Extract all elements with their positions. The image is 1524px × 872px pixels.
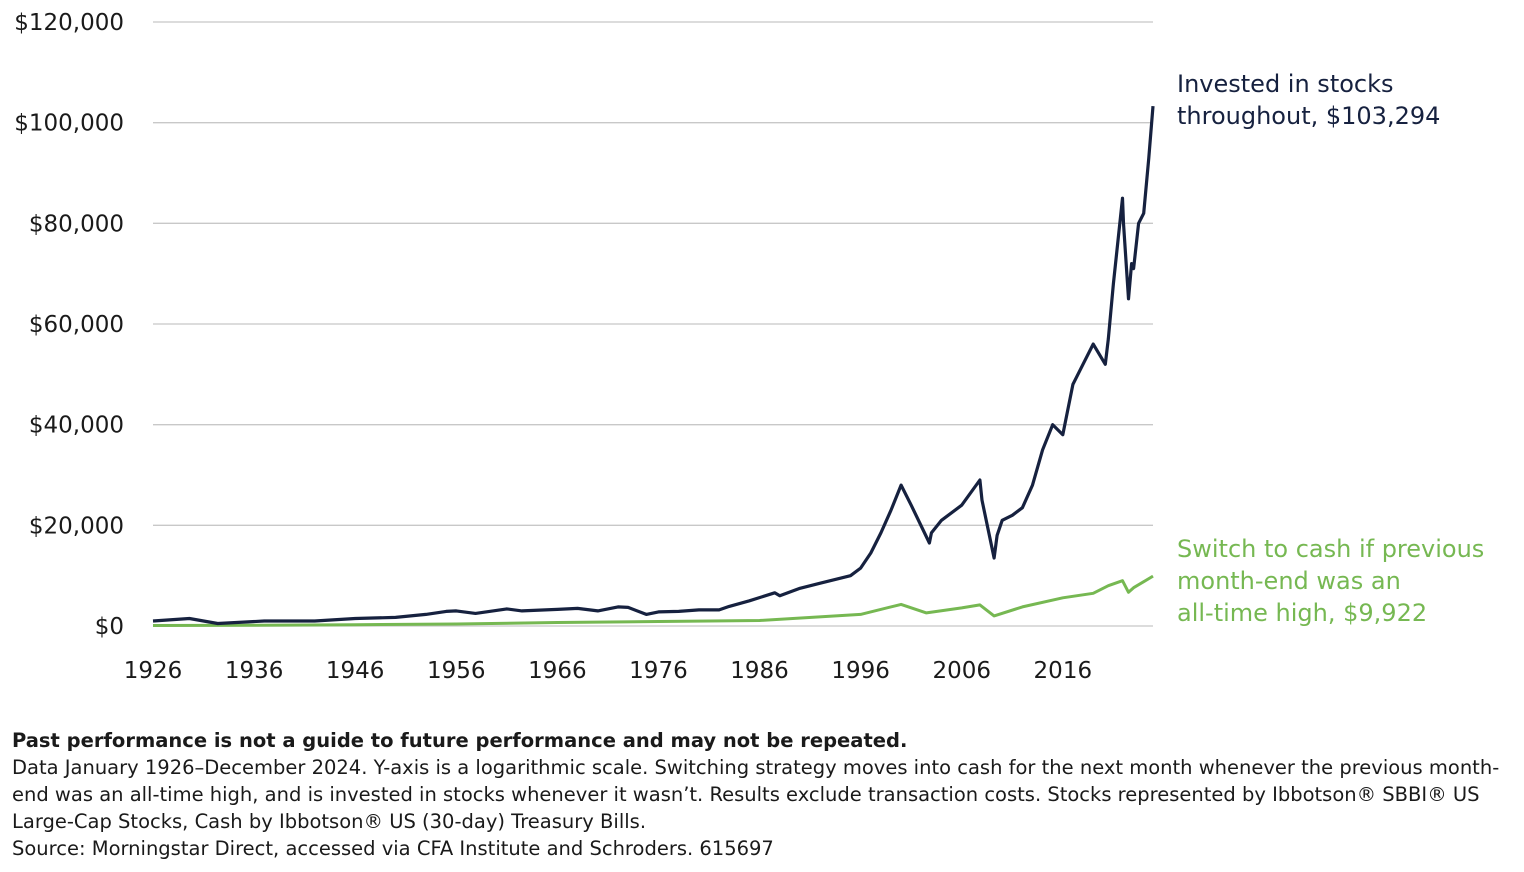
source-text: Source: Morningstar Direct, accessed via… (12, 837, 774, 860)
line-chart: $0 $20,000 $40,000 $60,000 $80,000 $100,000 $1… (14, 10, 1484, 684)
y-tick-label: $0 (95, 614, 124, 640)
x-tick-label: 1926 (124, 658, 183, 684)
stocks-series-label: throughout, $103,294 (1177, 102, 1440, 130)
series-lines (152, 105, 1155, 627)
chart-notes: Past performance is not a guide to futur… (12, 727, 1517, 862)
y-tick-label: $120,000 (14, 10, 124, 36)
y-tick-label: $60,000 (29, 312, 124, 338)
disclaimer-text: Past performance is not a guide to futur… (12, 729, 908, 752)
x-tick-label: 1986 (730, 658, 789, 684)
y-tick-label: $40,000 (29, 413, 124, 439)
data-description-text: Data January 1926–December 2024. Y-axis … (12, 756, 1500, 833)
x-tick-label: 2016 (1034, 658, 1093, 684)
x-axis-ticks: 1926 1936 1946 1956 1966 1976 1986 1996 2006 2016 (124, 658, 1092, 684)
stocks-series-line (152, 105, 1155, 626)
y-tick-label: $80,000 (29, 211, 124, 237)
gridlines (153, 21, 1153, 627)
switch-series-label: Switch to cash if previous (1177, 535, 1484, 563)
y-tick-label: $20,000 (29, 513, 124, 539)
x-tick-label: 1996 (831, 658, 890, 684)
x-tick-label: 2006 (932, 658, 991, 684)
series-labels: Invested in stocks throughout, $103,294 Sw… (1177, 70, 1484, 627)
switch-series-line (152, 574, 1154, 627)
switch-series-label: month-end was an (1177, 567, 1401, 595)
stocks-series-label: Invested in stocks (1177, 70, 1394, 98)
x-tick-label: 1966 (528, 658, 587, 684)
x-tick-label: 1946 (326, 658, 385, 684)
y-tick-label: $100,000 (14, 111, 124, 137)
switch-series-label: all-time high, $9,922 (1177, 599, 1427, 627)
y-axis-ticks: $0 $20,000 $40,000 $60,000 $80,000 $100,000 $1… (14, 10, 124, 640)
x-tick-label: 1936 (225, 658, 284, 684)
x-tick-label: 1956 (427, 658, 486, 684)
x-tick-label: 1976 (629, 658, 688, 684)
